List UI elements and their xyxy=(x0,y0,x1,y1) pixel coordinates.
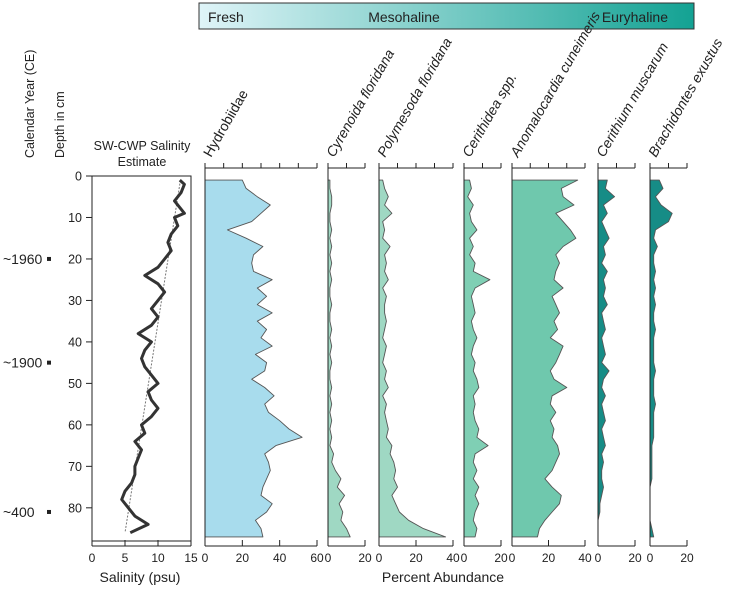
panel-x-tick-label: 0 xyxy=(325,551,332,565)
abundance-area xyxy=(327,179,351,538)
salinity-series xyxy=(120,178,186,535)
depth-axis-title: Depth in cm xyxy=(53,91,67,158)
depth-tick-label: 60 xyxy=(68,418,82,432)
depth-tick-label: 10 xyxy=(68,211,82,225)
panel-anomalocardia-cuneimeris: 0 20 40 Anomalocardia cuneimeris xyxy=(506,9,603,565)
abundance-area xyxy=(463,179,491,538)
salinity-x-tick-label: 15 xyxy=(184,551,198,565)
year-mark-label: ~1900 xyxy=(3,355,43,371)
panel-x-tick-label: 0 xyxy=(376,551,383,565)
panel-x-tick-label: 20 xyxy=(542,551,556,565)
panel-title: Anomalocardia cuneimeris xyxy=(506,9,603,161)
panel-hydrobiidae: 0 20 40 60 Hydrobiidae xyxy=(200,87,324,565)
panel-x-tick-label: 40 xyxy=(273,551,287,565)
panel-x-tick-label: 0 xyxy=(595,551,602,565)
depth-tick-label: 0 xyxy=(75,170,82,184)
salinity-x-tick-label: 5 xyxy=(122,551,129,565)
depth-tick-label: 70 xyxy=(68,460,82,474)
abundance-area xyxy=(597,179,616,538)
depth-tick-label: 50 xyxy=(68,377,82,391)
panel-x-tick-label: 0 xyxy=(647,551,654,565)
salinity-axis-title: Salinity (psu) xyxy=(100,569,181,585)
salinity-label-mesohaline: Mesohaline xyxy=(368,9,440,25)
panel-x-tick-label: 60 xyxy=(310,551,324,565)
depth-tick-label: 80 xyxy=(68,501,82,515)
salinity-panel-title-line2: Estimate xyxy=(118,155,167,169)
abundance-area xyxy=(649,179,673,538)
salinity-label-fresh: Fresh xyxy=(208,9,244,25)
panel-x-tick-label: 20 xyxy=(628,551,642,565)
year-mark-label: ~400 xyxy=(3,504,35,520)
salinity-x-tick-label: 10 xyxy=(151,551,165,565)
panel-x-tick-label: 40 xyxy=(446,551,460,565)
salinity-label-euryhaline: Euryhaline xyxy=(602,9,668,25)
depth-tick-label: 40 xyxy=(68,335,82,349)
salinity-panel-frame xyxy=(91,175,192,542)
panel-x-tick-label: 0 xyxy=(509,551,516,565)
depth-tick-label: 20 xyxy=(68,252,82,266)
abundance-area xyxy=(378,179,447,538)
panel-x-tick-label: 20 xyxy=(236,551,250,565)
panel-x-tick-label: 40 xyxy=(578,551,592,565)
depth-tick-label: 30 xyxy=(68,294,82,308)
panel-x-tick-label: 20 xyxy=(409,551,423,565)
abundance-area xyxy=(511,179,579,538)
salinity-x-axis: 0 5 10 15 xyxy=(89,540,198,565)
year-mark-tick xyxy=(47,360,51,365)
year-mark-tick xyxy=(47,256,51,261)
depth-axis: 0 10 20 30 40 50 60 70 80 xyxy=(68,170,92,515)
panel-x-tick-label: 0 xyxy=(461,551,468,565)
panel-x-tick-label: 20 xyxy=(494,551,508,565)
salinity-panel-title-line1: SW-CWP Salinity xyxy=(94,139,192,153)
abundance-axis-title: Percent Abundance xyxy=(382,569,504,585)
year-mark-label: ~1960 xyxy=(3,251,43,267)
salinity-gradient-bar: Fresh Mesohaline Euryhaline xyxy=(198,2,695,30)
year-mark-tick xyxy=(47,509,51,514)
panel-title: Hydrobiidae xyxy=(200,87,251,160)
abundance-area xyxy=(204,179,303,538)
calendar-year-axis-title: Calendar Year (CE) xyxy=(23,50,37,158)
panel-x-tick-label: 20 xyxy=(680,551,694,565)
panel-x-tick-label: 0 xyxy=(202,551,209,565)
calendar-year-axis: ~1960 ~1900 ~400 xyxy=(3,251,51,520)
salinity-x-tick-label: 0 xyxy=(89,551,96,565)
salinity-line xyxy=(120,178,186,535)
panel-x-tick-label: 20 xyxy=(358,551,372,565)
